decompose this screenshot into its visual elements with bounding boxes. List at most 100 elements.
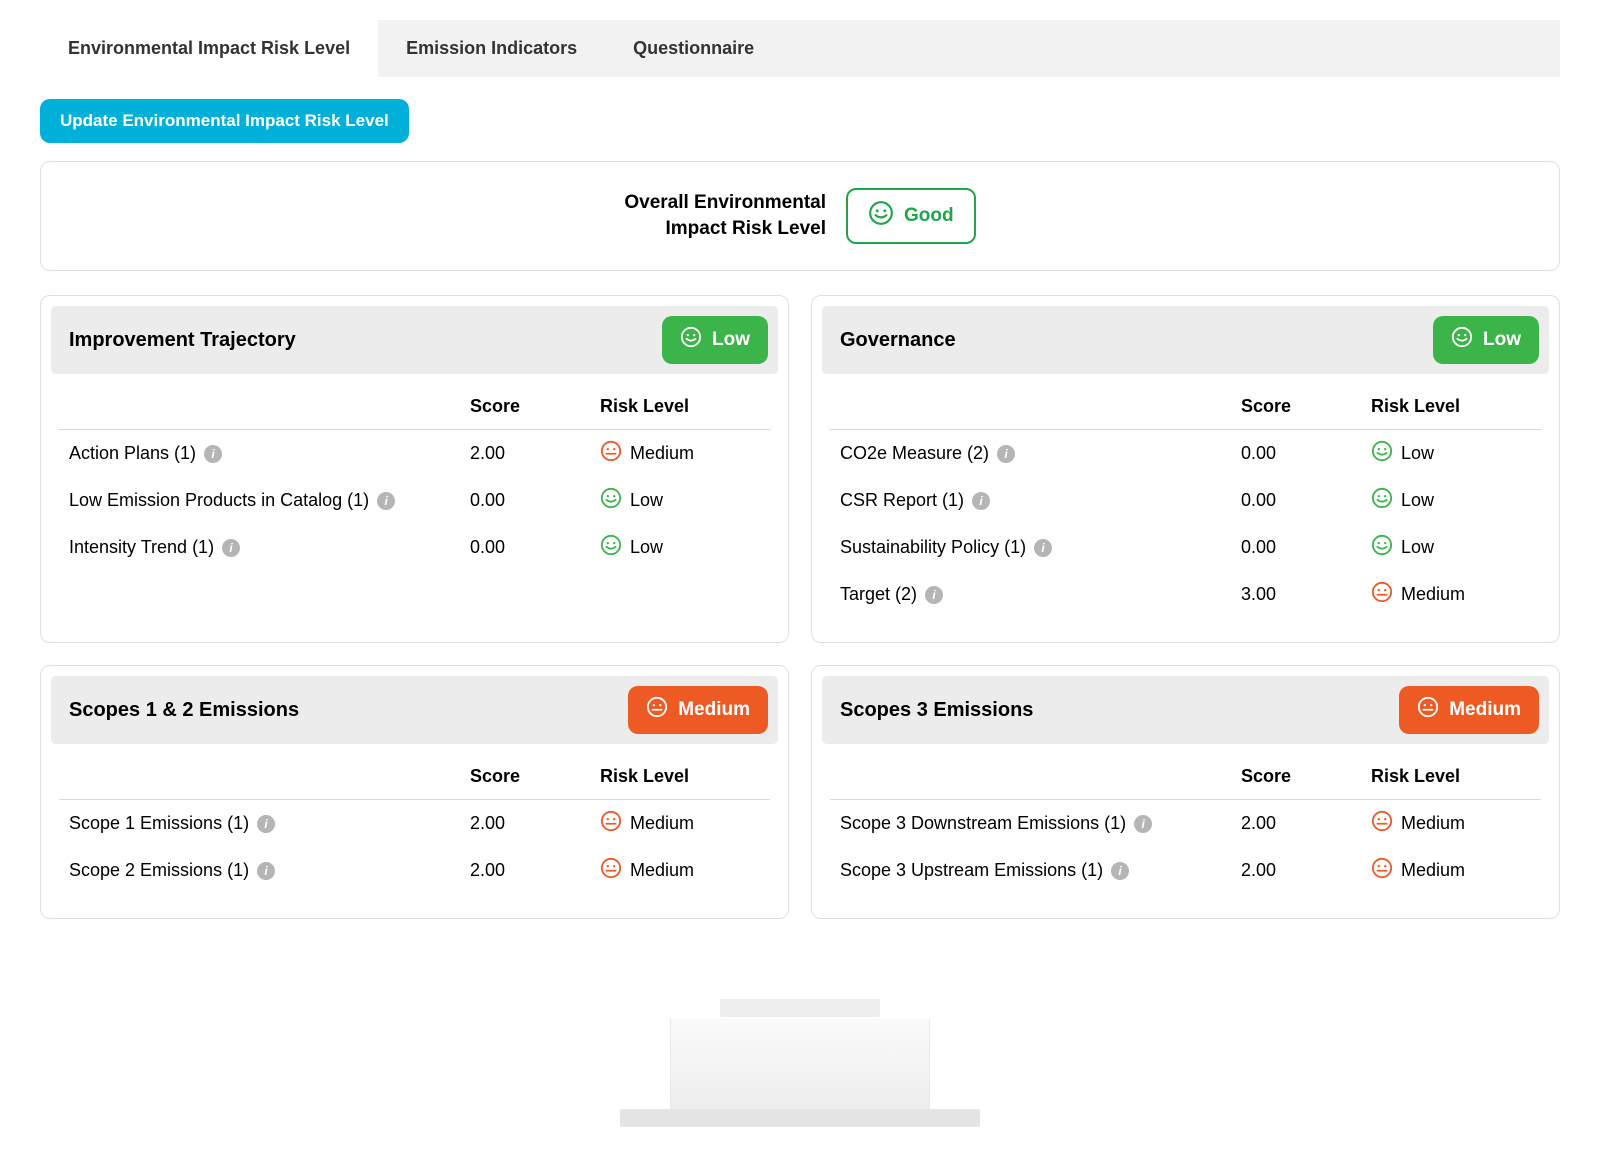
neutral-face-icon <box>600 810 622 837</box>
table-row: Intensity Trend (1) i0.00Low <box>59 524 770 571</box>
row-name-text: Scope 3 Upstream Emissions (1) <box>840 860 1103 881</box>
overall-risk-label: Overall Environmental Impact Risk Level <box>624 190 826 241</box>
row-name-text: CSR Report (1) <box>840 490 964 511</box>
row-risk-label: Low <box>630 490 663 511</box>
row-score: 3.00 <box>1241 584 1371 605</box>
row-risk-label: Low <box>1401 490 1434 511</box>
row-name: Scope 1 Emissions (1) i <box>69 813 470 834</box>
neutral-face-icon <box>646 696 668 724</box>
table-row: Low Emission Products in Catalog (1) i0.… <box>59 477 770 524</box>
neutral-face-icon <box>1371 581 1393 608</box>
row-risk-label: Medium <box>1401 860 1465 881</box>
info-icon[interactable]: i <box>925 586 943 604</box>
card-title: Improvement Trajectory <box>69 329 296 352</box>
row-name-text: Scope 2 Emissions (1) <box>69 860 249 881</box>
card-table: ScoreRisk Level Scope 3 Downstream Emissi… <box>830 752 1541 894</box>
tabs-bar: Environmental Impact Risk LevelEmission … <box>40 20 1560 77</box>
row-risk-label: Medium <box>630 443 694 464</box>
col-risk-header: Risk Level <box>1371 396 1531 417</box>
card-title: Scopes 1 & 2 Emissions <box>69 699 299 722</box>
col-score-header: Score <box>470 396 600 417</box>
card-risk-label: Medium <box>678 699 750 721</box>
row-name: CSR Report (1) i <box>840 490 1241 511</box>
info-icon[interactable]: i <box>972 492 990 510</box>
row-risk: Low <box>1371 534 1531 561</box>
card-risk-label: Medium <box>1449 699 1521 721</box>
update-risk-level-button[interactable]: Update Environmental Impact Risk Level <box>40 99 409 143</box>
col-score-header: Score <box>1241 766 1371 787</box>
info-icon[interactable]: i <box>1034 539 1052 557</box>
neutral-face-icon <box>1371 857 1393 884</box>
card-risk-badge: Medium <box>1399 686 1539 734</box>
info-icon[interactable]: i <box>222 539 240 557</box>
smile-icon <box>1371 440 1393 467</box>
row-name-text: CO2e Measure (2) <box>840 443 989 464</box>
tab-emission-indicators[interactable]: Emission Indicators <box>378 20 605 77</box>
row-risk-label: Medium <box>1401 584 1465 605</box>
risk-card: Scopes 3 EmissionsMediumScoreRisk LevelS… <box>811 665 1560 919</box>
card-header: GovernanceLow <box>822 306 1549 374</box>
row-name: Intensity Trend (1) i <box>69 537 470 558</box>
row-score: 0.00 <box>470 537 600 558</box>
tabs-filler <box>782 20 1560 77</box>
row-score: 0.00 <box>1241 490 1371 511</box>
tab-environmental-impact-risk-level[interactable]: Environmental Impact Risk Level <box>40 20 378 77</box>
row-name: Low Emission Products in Catalog (1) i <box>69 490 470 511</box>
row-risk: Medium <box>1371 581 1531 608</box>
tab-questionnaire[interactable]: Questionnaire <box>605 20 782 77</box>
card-risk-label: Low <box>712 329 750 351</box>
row-name: Scope 3 Downstream Emissions (1) i <box>840 813 1241 834</box>
info-icon[interactable]: i <box>997 445 1015 463</box>
row-risk: Low <box>1371 487 1531 514</box>
row-score: 2.00 <box>470 443 600 464</box>
row-risk: Low <box>1371 440 1531 467</box>
row-name: Action Plans (1) i <box>69 443 470 464</box>
table-row: Action Plans (1) i2.00 Medium <box>59 430 770 477</box>
card-table: ScoreRisk LevelScope 1 Emissions (1) i2.… <box>59 752 770 894</box>
table-header: ScoreRisk Level <box>59 382 770 430</box>
table-row: Target (2) i3.00 Medium <box>830 571 1541 618</box>
card-header: Improvement Trajectory Low <box>51 306 778 374</box>
row-risk-label: Low <box>1401 537 1434 558</box>
risk-cards-grid: Improvement TrajectoryLowScoreRisk Level… <box>40 295 1560 919</box>
table-row: Scope 3 Upstream Emissions (1) i2.00Medi… <box>830 847 1541 894</box>
risk-card: Improvement Trajectory Low ScoreRisk Level… <box>40 295 789 643</box>
info-icon[interactable]: i <box>257 815 275 833</box>
row-name-text: Intensity Trend (1) <box>69 537 214 558</box>
row-risk: Medium <box>600 857 760 884</box>
row-score: 2.00 <box>470 860 600 881</box>
smile-icon <box>600 534 622 561</box>
card-risk-badge: Low <box>1433 316 1539 364</box>
neutral-face-icon <box>600 857 622 884</box>
row-name-text: Scope 3 Downstream Emissions (1) <box>840 813 1126 834</box>
smile-icon <box>1371 534 1393 561</box>
table-header: ScoreRisk Level <box>830 752 1541 800</box>
info-icon[interactable]: i <box>257 862 275 880</box>
neutral-face-icon <box>1417 696 1439 724</box>
row-risk-label: Low <box>1401 443 1434 464</box>
overall-risk-badge: Good <box>846 188 976 244</box>
smile-icon <box>868 200 894 232</box>
overall-risk-label-line2: Impact Risk Level <box>666 218 827 239</box>
risk-card: Scopes 1 & 2 EmissionsMediumScoreRisk Le… <box>40 665 789 919</box>
overall-risk-value: Good <box>904 205 954 227</box>
row-name: Target (2) i <box>840 584 1241 605</box>
table-row: CO2e Measure (2) i0.00Low <box>830 430 1541 477</box>
row-risk-label: Medium <box>630 813 694 834</box>
smile-icon <box>600 487 622 514</box>
neutral-face-icon <box>600 440 622 467</box>
card-risk-badge: Medium <box>628 686 768 734</box>
col-score-header: Score <box>470 766 600 787</box>
row-name-text: Low Emission Products in Catalog (1) <box>69 490 369 511</box>
info-icon[interactable]: i <box>1111 862 1129 880</box>
card-title: Scopes 3 Emissions <box>840 699 1033 722</box>
overall-risk-card: Overall Environmental Impact Risk Level … <box>40 161 1560 271</box>
card-risk-label: Low <box>1483 329 1521 351</box>
row-name: Sustainability Policy (1) i <box>840 537 1241 558</box>
info-icon[interactable]: i <box>204 445 222 463</box>
info-icon[interactable]: i <box>1134 815 1152 833</box>
col-risk-header: Risk Level <box>600 396 760 417</box>
row-name: Scope 2 Emissions (1) i <box>69 860 470 881</box>
info-icon[interactable]: i <box>377 492 395 510</box>
overall-risk-label-line1: Overall Environmental <box>624 192 826 213</box>
